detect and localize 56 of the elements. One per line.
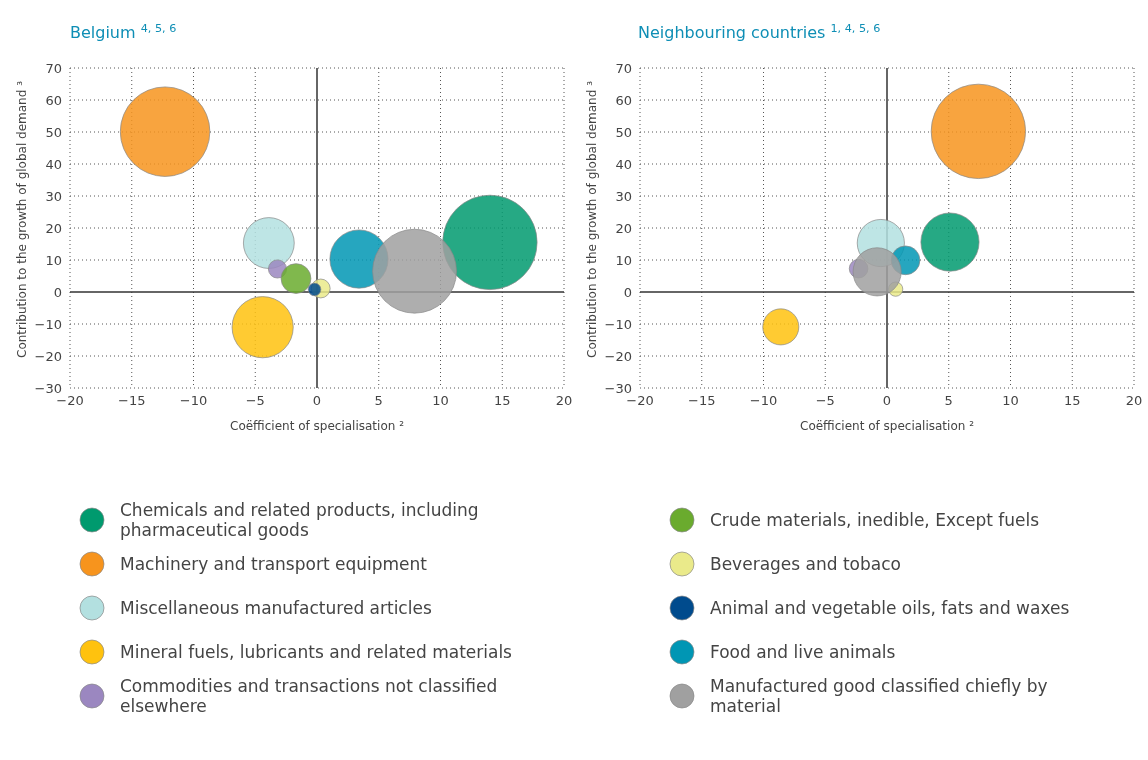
y-tick-label: 60 (615, 92, 632, 108)
x-axis-title: Coëfficient of specialisation ² (230, 419, 405, 433)
legend-label: Manufactured good classified chiefly by material (710, 676, 1049, 716)
y-tick-label: −20 (604, 348, 632, 364)
legend-label: Mineral fuels, lubricants and related materials (120, 642, 512, 662)
x-tick-label: 0 (312, 393, 322, 409)
x-tick-label: −20 (626, 393, 654, 409)
y-tick-label: 40 (615, 156, 632, 172)
y-tick-label: −10 (604, 316, 632, 332)
y-tick-label: 20 (45, 220, 62, 236)
x-tick-label: −5 (245, 393, 265, 409)
legend-label: Chemicals and related products, including pharmaceutical goods (120, 500, 480, 540)
y-tick-label: 10 (615, 252, 632, 268)
y-tick-label: −30 (604, 380, 632, 396)
x-tick-label: −5 (815, 393, 835, 409)
y-tick-label: −30 (34, 380, 62, 396)
y-tick-label: 40 (45, 156, 62, 172)
y-tick-label: 0 (623, 284, 632, 300)
x-tick-label: −15 (118, 393, 146, 409)
y-tick-label: 30 (615, 188, 632, 204)
x-tick-label: 15 (493, 393, 511, 409)
legend-label: Crude materials, inedible, Except fuels (710, 510, 1040, 530)
chart-title: Belgium $^{4, 5, 6}$ (70, 21, 177, 42)
legend-label: Animal and vegetable oils, fats and waxes (710, 598, 1070, 618)
y-tick-label: 70 (615, 60, 632, 76)
y-tick-label: 50 (45, 124, 62, 140)
legend-label: Machinery and transport equipment (120, 554, 427, 574)
y-tick-label: −10 (34, 316, 62, 332)
x-tick-label: 15 (1063, 393, 1081, 409)
y-tick-label: 10 (45, 252, 62, 268)
x-tick-label: 0 (882, 393, 892, 409)
y-axis-title: Contribution to the growth of global demand ³ (585, 80, 600, 358)
y-tick-label: −20 (34, 348, 62, 364)
x-tick-label: 5 (944, 393, 953, 409)
legend-label: Commodities and transactions not classified elsewhere (120, 676, 499, 716)
x-tick-label: −10 (749, 393, 778, 409)
legend-label: Beverages and tobaco (710, 554, 901, 574)
y-axis-title: Contribution to the growth of global demand ³ (15, 80, 30, 358)
chart-title: Neighbouring countries $^{1, 4, 5, 6}$ (638, 21, 881, 42)
x-tick-label: 20 (1125, 393, 1143, 409)
x-tick-label: 5 (374, 393, 383, 409)
legend-label: Miscellaneous manufactured articles (120, 598, 432, 618)
x-tick-label: −10 (179, 393, 208, 409)
y-tick-label: 30 (45, 188, 62, 204)
y-tick-label: 50 (615, 124, 632, 140)
y-tick-label: 20 (615, 220, 632, 236)
x-tick-label: 10 (432, 393, 449, 409)
y-tick-label: 0 (53, 284, 62, 300)
x-tick-label: −15 (688, 393, 716, 409)
x-tick-label: 10 (1002, 393, 1019, 409)
y-tick-label: 60 (45, 92, 62, 108)
x-tick-label: 20 (555, 393, 573, 409)
legend-label: Food and live animals (710, 642, 896, 662)
x-axis-title: Coëfficient of specialisation ² (800, 419, 975, 433)
x-tick-label: −20 (56, 393, 84, 409)
y-tick-label: 70 (45, 60, 62, 76)
